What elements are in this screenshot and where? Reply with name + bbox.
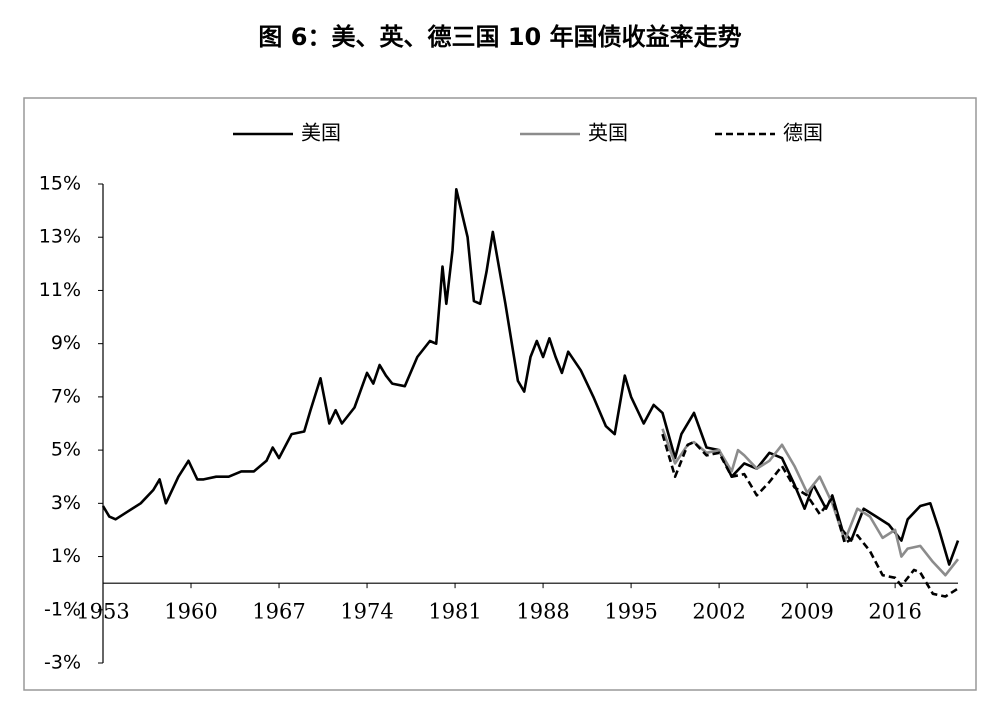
legend-label: 英国 [588,121,628,145]
x-tick-label: 1995 [604,600,657,624]
y-tick-label: 13% [39,226,81,248]
x-tick-label: 1960 [164,600,217,624]
y-tick-label: 15% [39,173,81,195]
x-tick-label: 2016 [868,600,921,624]
x-tick-label: 1953 [76,600,129,624]
chart-title: 图 6：美、英、德三国 10 年国债收益率走势 [258,23,741,51]
y-tick-label: 3% [51,492,81,514]
line-series [101,188,960,566]
x-tick-label: 1967 [252,600,305,624]
y-tick-label: 5% [51,439,81,461]
y-tick-label: 1% [51,545,81,567]
y-tick-label: -1% [44,598,81,620]
line-series [661,433,959,598]
plot-frame [23,97,977,691]
y-tick-label: 9% [51,332,81,354]
line-series [661,428,960,577]
x-tick-label: 2002 [692,600,745,624]
y-tick-label: -3% [44,652,81,674]
x-tick-label: 1974 [340,600,393,624]
x-tick-label: 1981 [428,600,481,624]
legend-label: 美国 [301,121,341,145]
y-tick-label: 7% [51,385,81,407]
y-tick-label: 11% [39,279,81,301]
x-tick-label: 1988 [516,600,569,624]
legend-label: 德国 [783,121,823,145]
x-tick-label: 2009 [780,600,833,624]
